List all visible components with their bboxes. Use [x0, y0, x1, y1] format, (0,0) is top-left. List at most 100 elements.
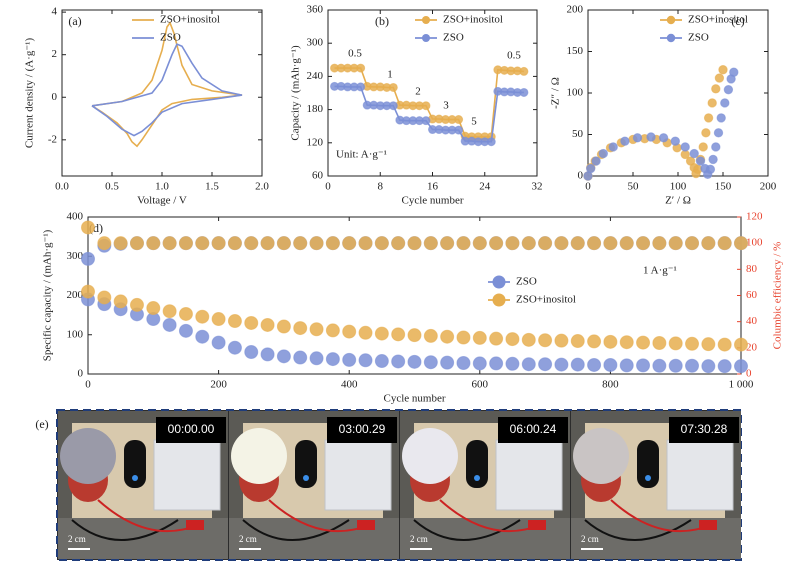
data-point: [374, 326, 389, 341]
x-tick-label: 150: [715, 181, 732, 193]
y-tick-label: 360: [307, 4, 324, 16]
data-point: [538, 357, 553, 372]
y-tick-label: 180: [307, 103, 324, 115]
device-button: [645, 475, 651, 481]
data-point: [668, 236, 683, 251]
scale-label: 2 cm: [239, 534, 257, 544]
data-point: [440, 355, 455, 370]
annotation: 5: [471, 116, 477, 128]
legend-label: ZSO: [688, 32, 709, 44]
y-tick-label: 240: [307, 70, 324, 82]
y-axis-title: Capacity / (mAh·g⁻¹): [290, 45, 302, 141]
data-point: [129, 297, 144, 312]
device-button: [303, 475, 309, 481]
data-point: [636, 358, 651, 373]
annotation: 1 A·g⁻¹: [643, 265, 677, 277]
data-point: [587, 236, 602, 251]
x-tick-label: 200: [760, 181, 777, 193]
data-point: [178, 323, 193, 338]
data-point: [423, 236, 438, 251]
data-point: [260, 347, 275, 362]
data-point: [603, 334, 618, 349]
data-point: [293, 236, 308, 251]
data-point: [356, 63, 366, 73]
panel: (d)0 200 400 600 800 1 0000100200300400020406…: [42, 211, 784, 405]
data-point: [554, 333, 569, 348]
data-point: [705, 164, 716, 175]
annotation: Unit: A·g⁻¹: [336, 149, 387, 161]
timer-text: 00:00.00: [168, 422, 215, 436]
pouch-cell: [495, 439, 563, 511]
x-tick-label: 0.5: [105, 181, 119, 193]
timer-text: 03:00.29: [339, 422, 386, 436]
data-point: [685, 236, 700, 251]
data-point: [519, 87, 529, 97]
annotation: 0.5: [507, 50, 521, 62]
timer-device: [124, 440, 146, 488]
data-point: [619, 236, 634, 251]
x-tick-label: 1.5: [205, 181, 219, 193]
legend-label: ZSO+inositol: [443, 14, 503, 26]
timer-box: [156, 417, 226, 443]
data-point: [723, 84, 734, 95]
data-point: [570, 334, 585, 349]
scale-label: 2 cm: [68, 534, 86, 544]
data-point: [608, 142, 618, 152]
clip: [699, 520, 717, 530]
data-point: [652, 236, 667, 251]
data-point: [707, 98, 717, 108]
data-point: [211, 312, 226, 327]
photo-frame: 00:00.00 2 cm: [58, 411, 228, 559]
data-point: [717, 337, 732, 352]
data-point: [81, 251, 95, 266]
data-point: [244, 345, 259, 360]
data-point: [713, 128, 724, 138]
data-point: [211, 335, 226, 350]
data-point: [632, 133, 643, 143]
x-axis-title: Z′ / Ω: [665, 195, 691, 207]
legend-label: ZSO: [443, 32, 464, 44]
data-point: [646, 132, 656, 142]
photo-frame: 03:00.29 2 cm: [229, 411, 399, 559]
data-point: [619, 358, 634, 373]
data-point: [195, 309, 210, 324]
data-point: [407, 236, 422, 251]
data-point: [734, 359, 748, 374]
data-point: [734, 236, 748, 251]
data-point: [521, 236, 536, 251]
x-axis-title: Cycle number: [383, 393, 445, 405]
data-point: [701, 128, 711, 138]
data-point: [711, 142, 721, 152]
data-point: [619, 335, 634, 350]
data-point: [472, 356, 487, 371]
y2-axis-title: Columbic efficiency / %: [772, 242, 784, 350]
x-tick-label: 8: [378, 181, 384, 193]
y-tick-label: 400: [67, 211, 84, 223]
wire: [71, 519, 179, 541]
clip: [357, 520, 375, 530]
data-point: [486, 137, 496, 147]
bulb: [573, 428, 629, 484]
data-point: [309, 236, 324, 251]
data-point: [603, 236, 618, 251]
wire: [413, 519, 521, 541]
data-point: [421, 116, 431, 126]
panel-label: (b): [375, 14, 389, 28]
y-tick-label: 200: [67, 289, 84, 301]
x-tick-label: 600: [472, 379, 489, 391]
clip: [186, 520, 204, 530]
data-point: [685, 336, 700, 351]
data-point: [717, 236, 732, 251]
data-point: [178, 236, 193, 251]
data-point: [421, 101, 431, 111]
x-tick-label: 32: [532, 181, 543, 193]
data-point: [734, 337, 748, 352]
data-point: [570, 236, 585, 251]
device-button: [132, 475, 138, 481]
data-point: [538, 236, 553, 251]
data-point: [162, 317, 177, 332]
legend-swatch: [666, 15, 676, 25]
data-point: [325, 352, 340, 367]
data-point: [374, 354, 389, 369]
